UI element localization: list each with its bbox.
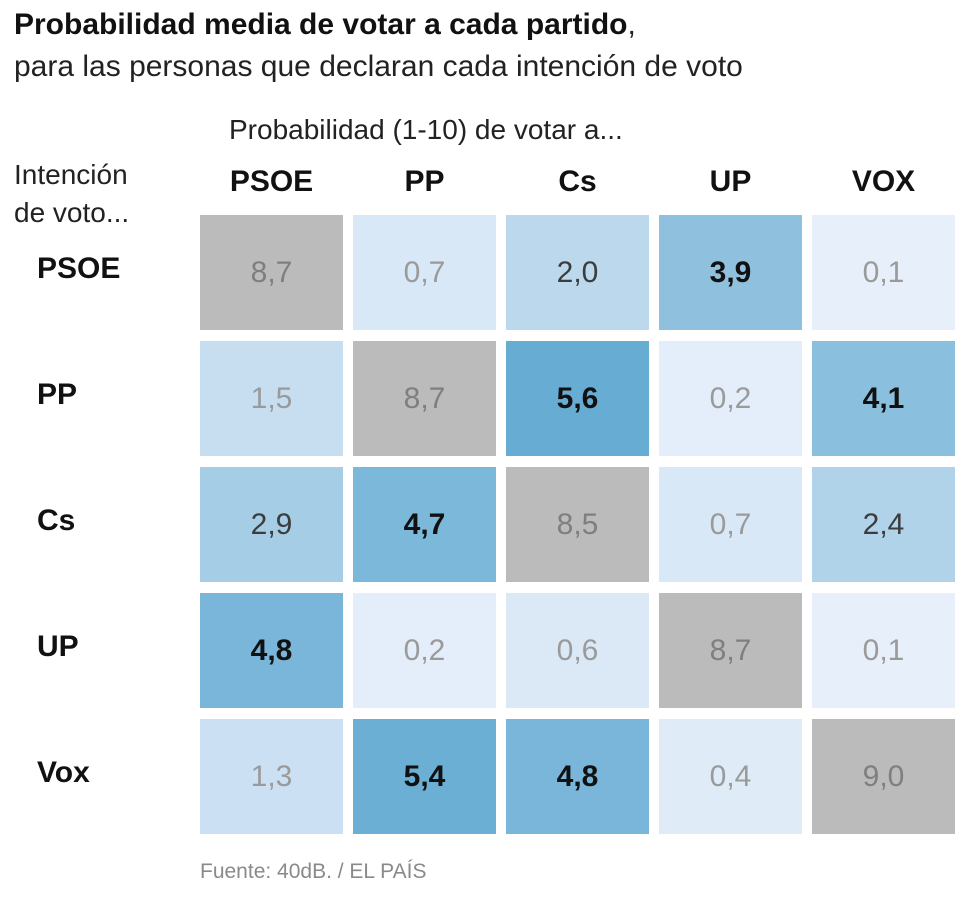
row-header-pp: PP <box>37 377 78 411</box>
heatmap-cell-cs-cs: 8,5 <box>506 467 649 582</box>
column-header-cs: Cs <box>558 165 597 198</box>
heatmap-cell-vox-cs: 4,8 <box>506 719 649 834</box>
row-axis-caption: Intención de voto... <box>14 156 129 232</box>
heatmap-cell-cs-pp: 4,7 <box>353 467 496 582</box>
column-header-vox: VOX <box>851 165 916 198</box>
heatmap-cell-psoe-pp: 0,7 <box>353 215 496 330</box>
column-axis-caption: Probabilidad (1-10) de votar a... <box>229 114 623 145</box>
heatmap-cell-cs-up: 0,7 <box>659 467 802 582</box>
chart-title-bold: Probabilidad media de votar a cada parti… <box>14 8 628 41</box>
row-header-psoe: PSOE <box>37 251 121 285</box>
heatmap-cell-pp-up: 0,2 <box>659 341 802 456</box>
heatmap-cell-psoe-cs: 2,0 <box>506 215 649 330</box>
column-header-psoe: PSOE <box>229 165 314 198</box>
row-axis-caption-line1: Intención <box>14 159 128 190</box>
chart-title: Probabilidad media de votar a cada parti… <box>14 6 636 44</box>
heatmap-cell-pp-cs: 5,6 <box>506 341 649 456</box>
heatmap-cell-vox-psoe: 1,3 <box>200 719 343 834</box>
row-header-vox: Vox <box>37 755 90 789</box>
row-header-up: UP <box>37 629 79 663</box>
heatmap-cell-vox-vox: 9,0 <box>812 719 955 834</box>
heatmap-cell-pp-psoe: 1,5 <box>200 341 343 456</box>
row-header-cs: Cs <box>37 503 76 537</box>
column-header-pp: PP <box>404 165 445 198</box>
heatmap-cell-pp-vox: 4,1 <box>812 341 955 456</box>
heatmap-cell-pp-pp: 8,7 <box>353 341 496 456</box>
heatmap-cell-up-cs: 0,6 <box>506 593 649 708</box>
heatmap-cell-vox-pp: 5,4 <box>353 719 496 834</box>
row-axis-caption-line2: de voto... <box>14 197 130 228</box>
heatmap-cell-up-psoe: 4,8 <box>200 593 343 708</box>
chart-subtitle: para las personas que declaran cada inte… <box>14 50 743 83</box>
heatmap-cell-up-up: 8,7 <box>659 593 802 708</box>
heatmap-cell-vox-up: 0,4 <box>659 719 802 834</box>
heatmap-cell-psoe-psoe: 8,7 <box>200 215 343 330</box>
heatmap-cell-up-pp: 0,2 <box>353 593 496 708</box>
source-note: Fuente: 40dB. / EL PAÍS <box>200 860 427 883</box>
column-header-up: UP <box>709 165 752 198</box>
heatmap-cell-cs-psoe: 2,9 <box>200 467 343 582</box>
heatmap-cell-up-vox: 0,1 <box>812 593 955 708</box>
heatmap-cell-psoe-up: 3,9 <box>659 215 802 330</box>
heatmap-cell-psoe-vox: 0,1 <box>812 215 955 330</box>
heatmap-cell-cs-vox: 2,4 <box>812 467 955 582</box>
chart-title-punct: , <box>627 8 636 41</box>
